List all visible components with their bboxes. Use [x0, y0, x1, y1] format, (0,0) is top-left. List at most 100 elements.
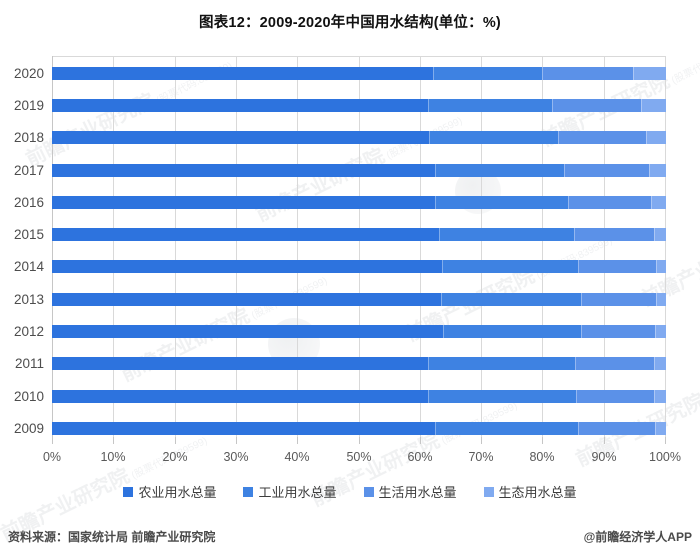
legend-label: 生态用水总量 — [498, 485, 577, 500]
bar-segment — [654, 324, 666, 338]
stacked-bar-2016 — [52, 195, 666, 209]
bar-segment — [557, 131, 646, 145]
bar-segment — [52, 131, 429, 145]
x-tick-label: 70% — [468, 450, 494, 464]
bar-segment — [52, 389, 429, 403]
bar-segment — [52, 228, 440, 242]
source-text: 资料来源：国家统计局 前瞻产业研究院 — [8, 530, 216, 544]
bar-segment — [640, 99, 666, 113]
stacked-bar-2020 — [52, 66, 666, 80]
chart-legend: 农业用水总量 工业用水总量 生活用水总量 生态用水总量 — [0, 482, 700, 501]
bar-segment — [653, 228, 666, 242]
bar-segment — [434, 163, 565, 177]
axis-tick — [236, 437, 237, 444]
footer: 资料来源：国家统计局 前瞻产业研究院 @前瞻经济学人APP — [0, 524, 700, 552]
y-category-label: 2016 — [13, 194, 44, 210]
stacked-bar-2009 — [52, 421, 666, 435]
legend-swatch-icon — [483, 486, 494, 497]
bar-segment — [427, 99, 552, 113]
legend-swatch-icon — [363, 486, 374, 497]
bar-segment — [564, 163, 650, 177]
bar-segment — [52, 324, 443, 338]
axis-tick — [481, 437, 482, 444]
bar-segment — [435, 195, 568, 209]
axis-tick — [175, 437, 176, 444]
bar-segment — [655, 260, 666, 274]
axis-tick — [359, 437, 360, 444]
plot-area: 0% 10% 20% 30% 40% 50% 60% 70% 80% 90% 100% 2020 201… — [14, 56, 681, 464]
gridline — [359, 56, 360, 437]
bar-segment — [649, 163, 666, 177]
gridline — [481, 56, 482, 437]
bar-segment — [435, 421, 579, 435]
bar-segment — [551, 99, 641, 113]
x-tick-label: 30% — [223, 450, 249, 464]
stacked-bar-2017 — [52, 163, 666, 177]
gridline — [175, 56, 176, 437]
gridline — [297, 56, 298, 437]
bar-segment — [655, 292, 666, 306]
x-tick-label: 10% — [100, 450, 126, 464]
bar-segment — [442, 324, 581, 338]
legend-swatch-icon — [123, 486, 134, 497]
y-category-label: 2019 — [13, 98, 44, 114]
legend-swatch-icon — [243, 486, 254, 497]
y-category-label: 2018 — [13, 130, 44, 146]
x-tick-label: 50% — [346, 450, 372, 464]
brand-text: @前瞻经济学人APP — [583, 530, 692, 544]
stacked-bar-2010 — [52, 389, 666, 403]
gridline — [113, 56, 114, 437]
bar-segment — [52, 195, 436, 209]
bar-segment — [581, 292, 656, 306]
bar-segment — [654, 357, 666, 371]
stacked-bar-2012 — [52, 324, 666, 338]
bar-segment — [653, 389, 666, 403]
bar-segment — [439, 228, 574, 242]
x-tick-label: 100% — [649, 450, 681, 464]
bar-segment — [52, 66, 434, 80]
bar-segment — [580, 324, 655, 338]
bar-segment — [52, 99, 428, 113]
x-tick-label: 20% — [162, 450, 188, 464]
axis-tick — [113, 437, 114, 444]
y-category-label: 2020 — [13, 65, 44, 81]
axis-tick — [604, 437, 605, 444]
stacked-bar-2014 — [52, 260, 666, 274]
axis-tick — [665, 437, 666, 444]
bar-segment — [578, 421, 655, 435]
x-tick-label: 90% — [591, 450, 617, 464]
y-axis-line — [52, 56, 53, 437]
gridline — [604, 56, 605, 437]
axis-tick — [297, 437, 298, 444]
bar-segment — [52, 163, 435, 177]
bar-segment — [428, 389, 576, 403]
chart-title: 图表12：2009-2020年中国用水结构(单位：%) — [199, 15, 501, 31]
axis-tick — [542, 437, 543, 444]
bar-segment — [52, 421, 436, 435]
legend-item: 生态用水总量 — [483, 482, 577, 501]
stacked-bar-2013 — [52, 292, 666, 306]
y-category-label: 2013 — [13, 291, 44, 307]
axis-tick — [52, 437, 53, 444]
y-category-label: 2015 — [13, 227, 44, 243]
bar-segment — [578, 260, 656, 274]
gridline — [420, 56, 421, 437]
legend-label: 生活用水总量 — [378, 485, 457, 500]
x-tick-label: 0% — [42, 450, 62, 464]
stacked-bar-2018 — [52, 131, 666, 145]
bar-segment — [654, 421, 666, 435]
bar-segment — [52, 260, 442, 274]
bar-segment — [52, 357, 429, 371]
stacked-bar-2019 — [52, 99, 666, 113]
bar-segment — [573, 228, 654, 242]
stacked-bar-2015 — [52, 228, 666, 242]
legend-label: 农业用水总量 — [138, 485, 217, 500]
legend-item: 农业用水总量 — [123, 482, 216, 501]
bar-segment — [52, 292, 442, 306]
gridline — [542, 56, 543, 437]
x-tick-label: 40% — [284, 450, 310, 464]
x-tick-label: 80% — [529, 450, 555, 464]
bar-segment — [541, 66, 634, 80]
stacked-bar-2011 — [52, 357, 666, 371]
